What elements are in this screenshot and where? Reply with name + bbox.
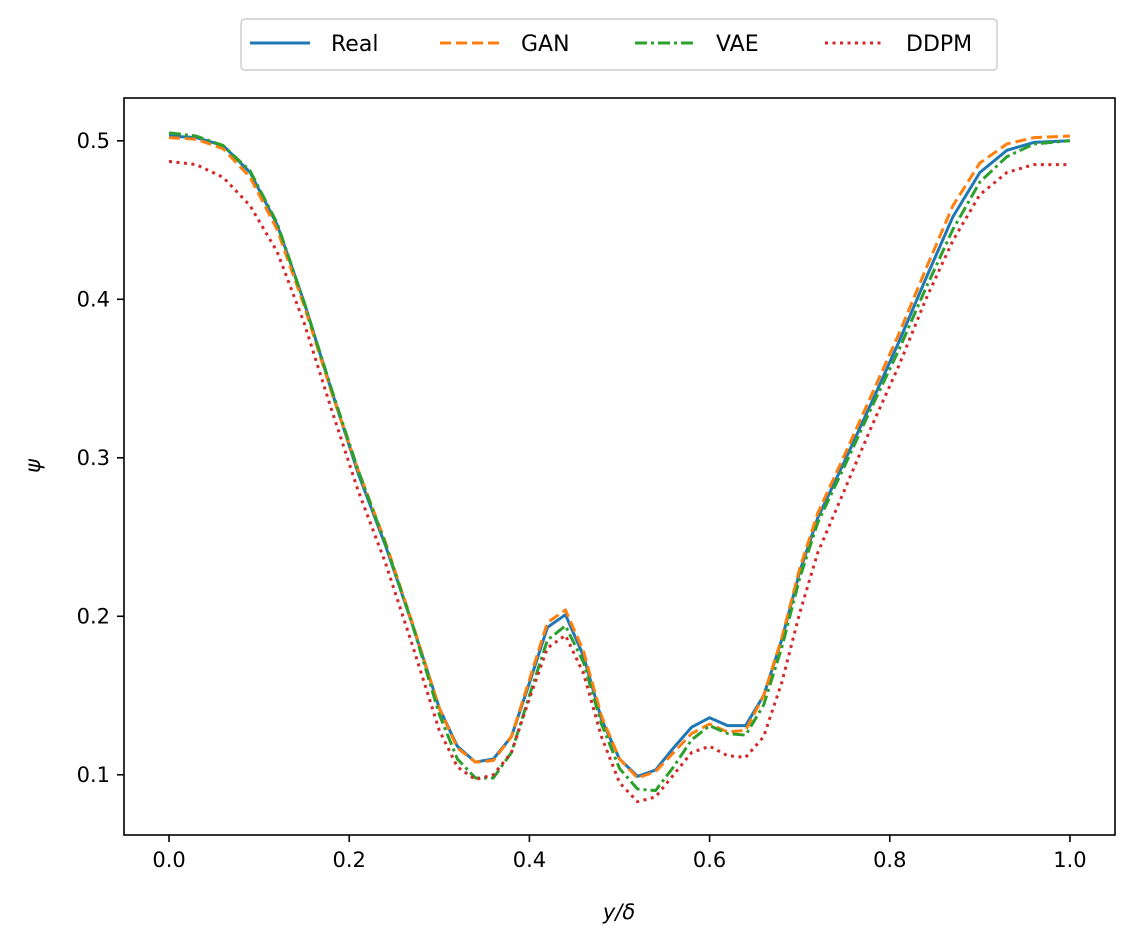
y-axis-label: ψ <box>21 458 45 473</box>
x-tick-label: 0.6 <box>693 848 726 872</box>
plot-lines <box>168 131 1071 804</box>
plot-frame <box>123 97 1116 836</box>
y-axis: 0.1 0.2 0.3 0.4 0.5 <box>77 129 124 787</box>
y-tick-label: 0.3 <box>77 446 110 470</box>
legend-frame <box>240 18 998 71</box>
x-tick-label: 1.0 <box>1053 848 1086 872</box>
x-tick-label: 0.8 <box>873 848 906 872</box>
x-axis-label: y/δ <box>602 900 635 924</box>
legend-label-real: Real <box>331 32 378 57</box>
x-tick-label: 0.4 <box>513 848 546 872</box>
x-tick-label: 0.0 <box>152 848 185 872</box>
y-tick-label: 0.1 <box>77 763 110 787</box>
y-tick-label: 0.2 <box>77 604 110 628</box>
series-line-vae <box>168 131 1071 793</box>
series-line-gan <box>168 134 1071 780</box>
x-tick-label: 0.2 <box>333 848 366 872</box>
y-tick-label: 0.5 <box>77 129 110 153</box>
legend: Real GAN VAE DDPM <box>240 18 998 71</box>
legend-label-vae: VAE <box>716 32 759 57</box>
legend-label-gan: GAN <box>521 32 570 57</box>
x-axis: 0.0 0.2 0.4 0.6 0.8 1.0 <box>152 835 1087 872</box>
legend-label-ddpm: DDPM <box>906 32 972 57</box>
y-tick-label: 0.4 <box>77 287 110 311</box>
